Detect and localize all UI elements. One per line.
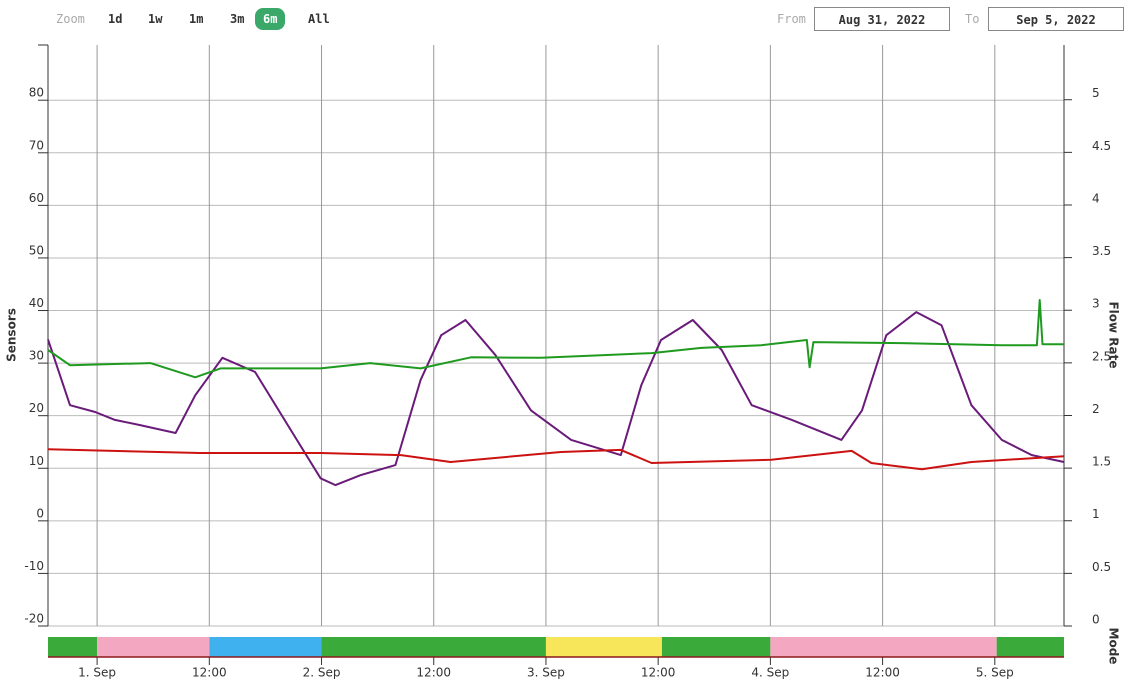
y2-tick-label: 2 [1092,402,1100,416]
y2-tick-label: 0.5 [1092,560,1111,574]
x-tick-label: 1. Sep [78,666,116,680]
y2-tick-label: 4.5 [1092,139,1111,153]
y2-tick-label: 5 [1092,86,1100,100]
y2-tick-label: 4 [1092,191,1100,205]
mode-segment [321,637,546,657]
mode-segment [48,637,98,657]
x-tick-label: 4. Sep [751,666,789,680]
y2-tick-label: 1.5 [1092,455,1111,469]
x-tick-label: 12:00 [192,666,227,680]
y2-tick-label: 3.5 [1092,244,1111,258]
y-tick-label: 70 [29,138,44,152]
to-input[interactable]: Sep 5, 2022 [988,7,1124,31]
mode-segment [97,637,210,657]
y-tick-label: 30 [29,349,44,363]
y2-tick-label: 1 [1092,507,1100,521]
mode-title: Mode [1107,628,1121,665]
y-tick-label: 80 [29,86,44,100]
y2-tick-label: 3 [1092,297,1100,311]
y-tick-label: 20 [29,401,44,415]
mode-segment [661,637,771,657]
zoom-button[interactable]: All [308,12,330,26]
y-axis-title: Sensors [5,308,19,362]
mode-segment [996,637,1064,657]
mode-segment [209,637,322,657]
x-tick-label: 12:00 [641,666,676,680]
x-tick-label: 12:00 [416,666,451,680]
y-tick-label: 40 [29,296,44,310]
y2-axis-title: Flow Rate [1107,301,1121,368]
y-tick-label: -10 [24,559,44,573]
y2-tick-label: 0 [1092,613,1100,627]
y-tick-label: -20 [24,612,44,626]
mode-segment [545,637,662,657]
zoom-button[interactable]: 1d [108,12,123,26]
mode-segment [770,637,997,657]
y-tick-label: 10 [29,454,44,468]
zoom-label: Zoom [56,12,85,26]
series-line [47,311,1065,487]
x-tick-label: 2. Sep [303,666,341,680]
y-tick-label: 50 [29,243,44,257]
from-input[interactable]: Aug 31, 2022 [814,7,950,31]
y2-tick-label: 2.5 [1092,349,1111,363]
from-label: From [777,12,806,26]
x-tick-label: 3. Sep [527,666,565,680]
x-tick-label: 5. Sep [976,666,1014,680]
to-label: To [965,12,980,26]
zoom-button[interactable]: 3m [230,12,245,26]
x-tick-label: 12:00 [865,666,900,680]
zoom-button[interactable]: 1m [189,12,204,26]
series-line [47,448,1065,471]
y-tick-label: 0 [36,506,44,520]
y-tick-label: 60 [29,191,44,205]
zoom-button[interactable]: 1w [148,12,163,26]
series-line [47,299,1064,379]
zoom-button[interactable]: 6m [255,8,286,30]
